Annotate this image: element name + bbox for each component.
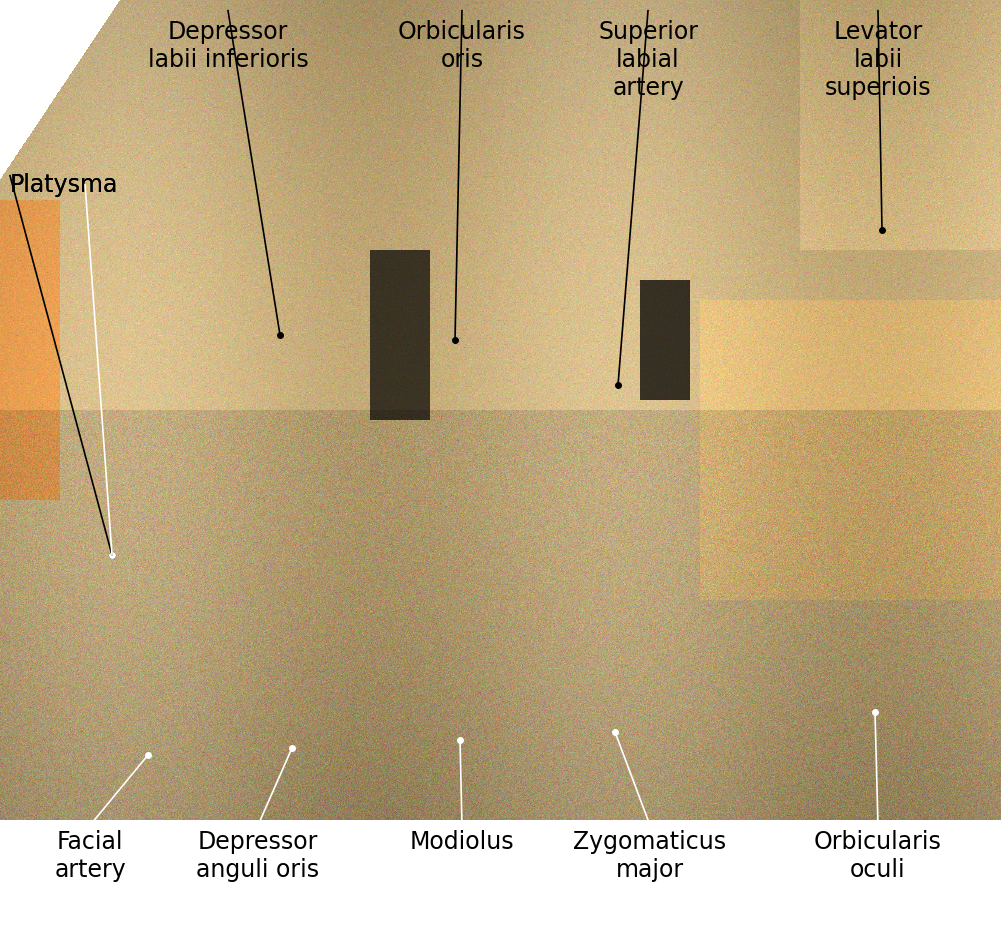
Text: Orbicularis
oculi: Orbicularis oculi	[814, 830, 942, 882]
Text: Levator
labii
superiois: Levator labii superiois	[825, 20, 931, 100]
Text: Depressor
labii inferioris: Depressor labii inferioris	[147, 20, 308, 72]
Text: Platysma: Platysma	[10, 173, 118, 197]
Text: Orbicularis
oris: Orbicularis oris	[398, 20, 526, 72]
Text: Superior
labial
artery: Superior labial artery	[598, 20, 698, 100]
Text: Depressor
anguli oris: Depressor anguli oris	[196, 830, 319, 882]
Text: Zygomaticus
major: Zygomaticus major	[574, 830, 727, 882]
Text: Facial
artery: Facial artery	[54, 830, 126, 882]
Text: Modiolus: Modiolus	[409, 830, 515, 854]
Text: Platysma: Platysma	[10, 173, 118, 197]
